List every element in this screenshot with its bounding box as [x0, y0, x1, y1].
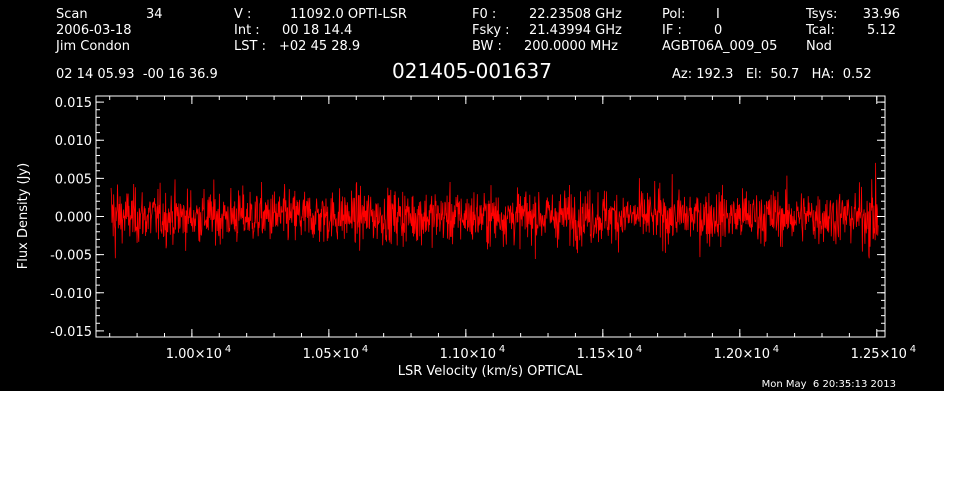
x-tick-exponent: 4 [499, 344, 505, 355]
plot-timestamp: Mon May 6 20:35:13 2013 [762, 379, 896, 390]
f0-value: 22.23508 GHz [529, 7, 622, 22]
bw-value: 200.0000 MHz [524, 39, 618, 54]
x-tick-label: 1.05×10 [303, 347, 359, 362]
spectrum-chart: Scan 34 2006-03-18 Jim Condon V : 11092.… [16, 7, 916, 390]
lst-label: LST : [234, 39, 266, 54]
y-tick-label: 0.010 [55, 134, 92, 149]
x-tick-label: 1.15×10 [577, 347, 633, 362]
y-tick-label: 0.015 [55, 96, 92, 111]
plot-area: 0.015 0.010 0.005 0.000 -0.005 -0.010 -0.015 1… [50, 95, 916, 362]
x-tick-label: 1.10×10 [440, 347, 496, 362]
observer-name: Jim Condon [55, 39, 130, 54]
obs-mode: Nod [806, 39, 832, 54]
if-label: IF : [662, 23, 682, 38]
bw-label: BW : [472, 39, 502, 54]
x-tick-label: 1.00×10 [166, 347, 222, 362]
source-name: 021405-001637 [392, 59, 552, 83]
x-tick-label: 1.20×10 [714, 347, 770, 362]
x-axis: 1.00×10 4 1.05×10 4 1.10×10 4 1.15×10 4 1.20×10 4… [109, 96, 916, 362]
x-tick-label: 1.25×10 [851, 347, 907, 362]
x-tick-exponent: 4 [362, 344, 368, 355]
tsys-label: Tsys: [805, 7, 837, 22]
y-axis-label: Flux Density (Jy) [16, 163, 31, 269]
x-tick-exponent: 4 [636, 344, 642, 355]
scan-value: 34 [146, 7, 163, 22]
y-tick-label: 0.005 [55, 172, 92, 187]
pol-value: I [716, 7, 720, 22]
tcal-value: 5.12 [867, 23, 896, 38]
scan-label: Scan [56, 7, 88, 22]
if-value: 0 [714, 23, 722, 38]
az-el-ha: Az: 192.3 El: 50.7 HA: 0.52 [672, 67, 872, 82]
y-tick-label: 0.000 [55, 211, 92, 226]
tsys-value: 33.96 [863, 7, 900, 22]
y-tick-label: -0.010 [50, 287, 92, 302]
x-tick-exponent: 4 [225, 344, 231, 355]
source-coordinates: 02 14 05.93 -00 16 36.9 [56, 67, 218, 82]
y-tick-label: -0.005 [50, 249, 92, 264]
velocity-label: V : [234, 7, 251, 22]
x-axis-label: LSR Velocity (km/s) OPTICAL [398, 364, 583, 379]
y-axis: 0.015 0.010 0.005 0.000 -0.005 -0.010 -0.015 [50, 96, 885, 340]
project-id: AGBT06A_009_05 [662, 39, 777, 54]
x-tick-exponent: 4 [773, 344, 779, 355]
tcal-label: Tcal: [805, 23, 835, 38]
obs-date: 2006-03-18 [56, 23, 132, 38]
fsky-value: 21.43994 GHz [529, 23, 622, 38]
velocity-value: 11092.0 OPTI-LSR [290, 7, 407, 22]
int-label: Int : [234, 23, 260, 38]
pol-label: Pol: [662, 7, 685, 22]
x-tick-exponent: 4 [910, 344, 916, 355]
f0-label: F0 : [472, 7, 496, 22]
spectrum-panel: Scan 34 2006-03-18 Jim Condon V : 11092.… [0, 0, 944, 391]
y-tick-label: -0.015 [50, 325, 92, 340]
lst-value: +02 45 28.9 [279, 39, 360, 54]
int-value: 00 18 14.4 [282, 23, 352, 38]
fsky-label: Fsky : [472, 23, 510, 38]
spectrum-trace [110, 162, 879, 260]
